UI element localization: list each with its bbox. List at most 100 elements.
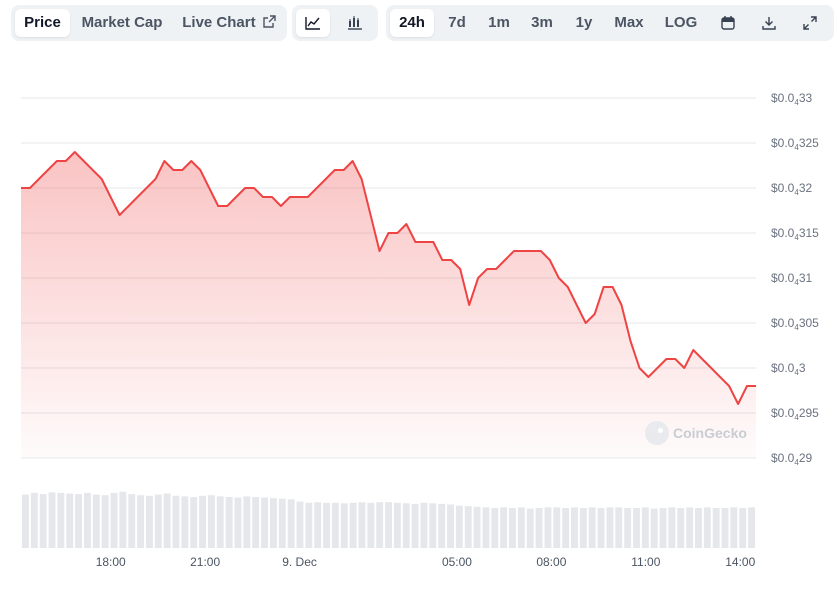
range-1y[interactable]: 1y [575,14,593,31]
volume-bar [234,497,242,548]
volume-bar [429,503,437,548]
volume-bar [597,508,605,548]
volume-bar [668,507,676,548]
volume-bar [208,495,215,548]
y-tick-label: $0.04295 [771,406,819,422]
volume-bar [393,502,401,548]
volume-bar [624,508,632,548]
calendar-icon [721,16,735,30]
volume-bar [252,497,260,548]
volume-bar [48,492,56,548]
volume-bar [562,508,570,548]
volume-bar [571,507,578,548]
volume-bar [243,496,251,548]
candle-chart-button[interactable] [338,9,372,37]
y-tick-label: $0.04325 [771,136,819,152]
volume-bar [22,494,29,548]
volume-bar [110,492,118,548]
volume-bar [633,508,640,548]
chart-toolbar: Price Market Cap Live Chart [0,5,837,41]
tab-live-chart-label: Live Chart [182,14,256,31]
volume-bar [181,496,189,548]
x-tick-label: 18:00 [96,555,126,569]
volume-bar [712,508,720,548]
range-3m[interactable]: 3m [531,14,553,31]
volume-bar [287,499,295,548]
volume-bar [606,507,614,548]
tab-live-chart[interactable]: Live Chart [175,9,283,37]
volume-bar [92,494,100,548]
volume-bar [199,495,206,548]
range-selector: 24h 7d 1m 3m 1y Max LOG [386,5,834,41]
volume-bar [101,495,109,548]
y-tick-label: $0.0432 [771,181,812,197]
y-tick-label: $0.0429 [771,451,812,467]
y-tick-label: $0.04315 [771,226,819,242]
volume-bar [261,497,268,548]
volume-bar [385,502,392,548]
volume-bar [146,495,153,548]
volume-bar [641,507,649,548]
coingecko-watermark: CoinGecko [645,421,747,445]
volume-bar [84,492,91,548]
volume-bar [730,507,738,548]
volume-bar [340,503,348,548]
volume-bar [420,502,428,548]
chart-type-tabs: Price Market Cap Live Chart [11,5,287,41]
volume-bar [659,508,667,548]
volume-bar [119,491,127,548]
price-area [21,152,756,458]
tab-market-cap[interactable]: Market Cap [81,14,163,31]
range-1m[interactable]: 1m [488,14,510,31]
volume-bar [438,503,446,548]
volume-bar [137,495,144,548]
chart-style-toggle [292,5,378,41]
range-7d[interactable]: 7d [448,14,466,31]
volume-bar [128,494,136,548]
watermark-text: CoinGecko [673,425,747,441]
volume-bar [677,508,685,548]
volume-bar [686,507,694,548]
volume-bar [376,502,384,548]
volume-bar [526,508,534,548]
volume-bar [703,507,711,548]
volume-bar [411,503,419,548]
y-tick-label: $0.043 [771,361,806,377]
volume-bar [66,493,74,548]
volume-bar [163,493,171,548]
volume-bar [739,508,747,548]
x-tick-label: 14:00 [725,555,755,569]
volume-bar [39,494,47,548]
volume-bar [323,502,330,548]
volume-bar [278,498,286,548]
volume-bar [402,503,410,548]
volume-bar [579,508,587,548]
range-max[interactable]: Max [614,14,644,31]
volume-bar [225,497,233,548]
volume-bar [190,497,198,548]
tab-price[interactable]: Price [15,9,70,37]
volume-bar [314,502,322,548]
volume-bar [216,496,224,548]
calendar-button[interactable] [711,9,745,37]
log-toggle[interactable]: LOG [664,14,698,31]
candlestick-chart-icon [348,16,362,30]
expand-button[interactable] [793,9,827,37]
volume-bar [721,508,729,548]
volume-bar [57,492,65,548]
range-24h[interactable]: 24h [390,9,434,37]
volume-bar [30,492,38,548]
download-icon [762,17,776,30]
line-chart-button[interactable] [296,9,330,37]
volume-bar [748,507,755,548]
volume-bar [367,502,375,548]
volume-bar [615,507,623,548]
volume-bar [482,507,490,548]
volume-bar [509,508,516,548]
y-tick-label: $0.0431 [771,271,812,287]
download-button[interactable] [752,9,786,37]
volume-bar [473,506,481,548]
volume-bar [500,507,508,548]
volume-bar [270,498,277,548]
